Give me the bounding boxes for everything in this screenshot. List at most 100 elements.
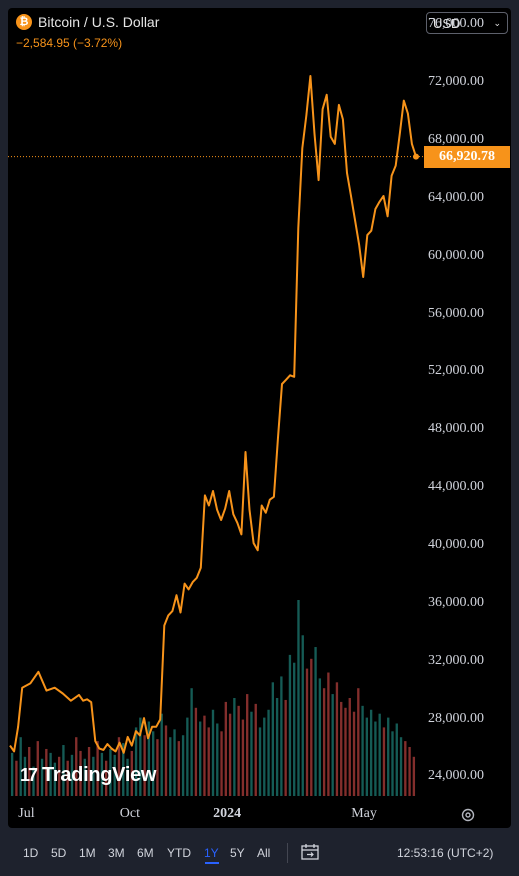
volume-bar xyxy=(271,682,275,796)
volume-bar xyxy=(344,707,347,796)
range-button-3m[interactable]: 3M xyxy=(108,846,125,860)
volume-bar xyxy=(322,688,326,796)
volume-bar xyxy=(19,737,22,796)
volume-bar xyxy=(348,698,351,796)
volume-bar xyxy=(151,731,155,796)
volume-bar xyxy=(412,756,416,796)
volume-bar xyxy=(357,688,360,796)
volume-bar xyxy=(113,754,116,796)
tradingview-watermark[interactable]: 17 TradingView xyxy=(20,764,156,787)
volume-bar xyxy=(224,701,227,796)
volume-bar xyxy=(361,705,364,796)
volume-bar xyxy=(139,717,142,796)
range-button-1y[interactable]: 1Y xyxy=(204,846,219,860)
price-chart[interactable] xyxy=(8,8,511,828)
volume-bar xyxy=(96,741,99,796)
y-tick-label: 48,000.00 xyxy=(428,421,484,437)
volume-bar xyxy=(340,701,343,796)
volume-bar xyxy=(318,678,322,796)
active-range-underline xyxy=(205,862,219,864)
range-button-1m[interactable]: 1M xyxy=(79,846,96,860)
volume-bar xyxy=(173,729,176,796)
volume-bar xyxy=(92,756,95,796)
volume-bar xyxy=(203,715,206,796)
volume-bar xyxy=(104,760,108,796)
y-tick-label: 40,000.00 xyxy=(428,536,484,552)
volume-bar xyxy=(87,747,91,796)
volume-bar xyxy=(147,721,151,796)
volume-bar xyxy=(143,735,146,796)
range-button-5y[interactable]: 5Y xyxy=(230,846,245,860)
volume-bar xyxy=(126,758,129,796)
volume-bar xyxy=(310,658,313,796)
volume-bar xyxy=(164,725,168,796)
volume-bar xyxy=(177,741,180,796)
range-button-6m[interactable]: 6M xyxy=(137,846,154,860)
volume-bar xyxy=(134,727,138,796)
range-button-1d[interactable]: 1D xyxy=(23,846,39,860)
range-button-5d[interactable]: 5D xyxy=(51,846,67,860)
y-tick-label: 52,000.00 xyxy=(428,363,484,379)
volume-bar xyxy=(130,750,133,796)
y-tick-label: 28,000.00 xyxy=(428,710,484,726)
volume-bar xyxy=(194,707,198,796)
range-button-ytd[interactable]: YTD xyxy=(167,846,191,860)
volume-bar xyxy=(391,731,394,796)
volume-bar xyxy=(284,699,287,796)
volume-bar xyxy=(254,703,257,796)
tradingview-logo-icon: 17 xyxy=(20,765,38,785)
currency-select[interactable]: USD ⌄ xyxy=(426,12,508,34)
volume-bar xyxy=(49,752,52,796)
chart-pane[interactable] xyxy=(8,8,511,828)
volume-bar xyxy=(220,731,223,796)
y-tick-label: 64,000.00 xyxy=(428,189,484,205)
range-button-all[interactable]: All xyxy=(257,846,271,860)
y-tick-label: 68,000.00 xyxy=(428,132,484,148)
volume-bar xyxy=(408,747,411,796)
symbol-legend[interactable]: ₿ Bitcoin / U.S. Dollar xyxy=(16,14,159,30)
volume-bar xyxy=(186,717,189,796)
volume-bar xyxy=(199,721,202,796)
volume-bar xyxy=(23,756,27,796)
volume-bar xyxy=(216,723,219,796)
volume-bar xyxy=(237,705,240,796)
volume-bar xyxy=(211,709,215,796)
volume-bar xyxy=(28,747,31,796)
volume-bar xyxy=(83,758,86,796)
volume-bar xyxy=(207,727,210,796)
volume-bar xyxy=(57,756,61,796)
volume-bar xyxy=(241,719,245,796)
calendar-range-icon[interactable] xyxy=(300,842,320,862)
volume-bar xyxy=(32,766,35,796)
volume-bar xyxy=(369,709,373,796)
clock[interactable]: 12:53:16 (UTC+2) xyxy=(397,846,494,860)
volume-bar xyxy=(109,748,112,796)
y-tick-label: 32,000.00 xyxy=(428,652,484,668)
volume-bar xyxy=(169,737,172,796)
volume-bar xyxy=(327,672,330,796)
volume-bar xyxy=(275,698,279,796)
volume-bar xyxy=(399,737,403,796)
x-tick-label: 2024 xyxy=(213,806,242,821)
volume-bar xyxy=(53,762,57,796)
bitcoin-icon: ₿ xyxy=(16,14,32,30)
volume-bar xyxy=(36,741,39,796)
volume-bar xyxy=(280,676,283,796)
volume-bar xyxy=(297,600,300,796)
volume-bar xyxy=(79,750,82,796)
volume-bar xyxy=(40,758,44,796)
volume-bar xyxy=(156,739,159,796)
volume-bar xyxy=(374,721,377,796)
volume-bar xyxy=(122,743,125,796)
volume-bar xyxy=(160,713,163,796)
price-series-line[interactable] xyxy=(9,75,417,754)
y-tick-label: 72,000.00 xyxy=(428,74,484,90)
volume-bar xyxy=(288,654,292,796)
volume-bar xyxy=(305,668,309,796)
volume-bar xyxy=(70,754,74,796)
gear-icon[interactable] xyxy=(460,807,476,823)
volume-bar xyxy=(181,735,185,796)
x-tick-label: Oct xyxy=(119,806,141,821)
x-tick-label: Jul xyxy=(18,806,35,821)
